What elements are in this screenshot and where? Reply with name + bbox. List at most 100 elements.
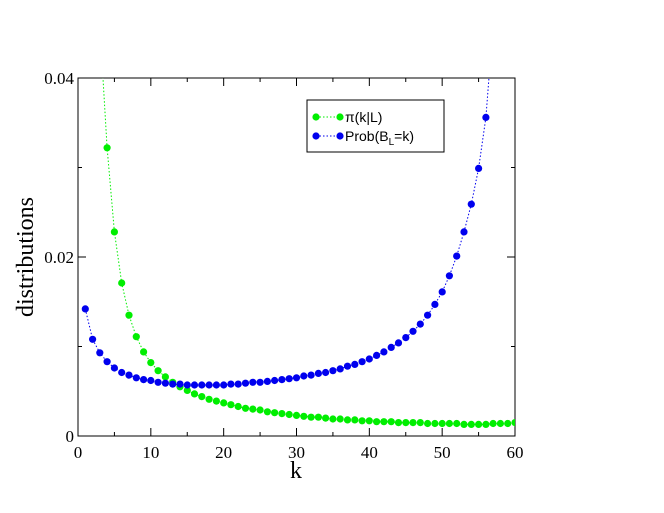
y-tick-label: 0: [66, 427, 75, 446]
prob-point: [110, 364, 118, 372]
prob-point: [205, 381, 213, 389]
pi-point: [103, 144, 111, 152]
pi-point: [118, 279, 126, 287]
pi-point: [336, 415, 344, 423]
x-tick-label: 60: [507, 443, 524, 462]
prob-point: [322, 368, 330, 377]
prob-point: [475, 164, 483, 172]
pi-point: [343, 416, 352, 424]
x-tick-label: 30: [288, 443, 305, 462]
legend-label-pi: π(k|L): [345, 109, 382, 125]
prob-point: [212, 381, 220, 389]
pi-point: [402, 419, 410, 427]
prob-point: [292, 374, 301, 382]
prob-point: [394, 339, 403, 347]
prob-point: [467, 200, 475, 208]
prob-point: [365, 355, 373, 363]
pi-point: [161, 373, 169, 381]
pi-point: [285, 410, 293, 419]
legend-box: [306, 99, 445, 153]
x-tick-label: 20: [215, 443, 232, 462]
prob-point: [103, 358, 111, 366]
pi-point: [241, 404, 250, 412]
prob-point: [263, 377, 271, 385]
pi-point: [380, 418, 388, 426]
prob-point: [227, 380, 235, 388]
prob-point: [118, 368, 126, 377]
series-line-0: [102, 78, 515, 425]
prob-point: [183, 381, 191, 389]
pi-point: [307, 413, 315, 421]
legend-marker-prob: [336, 132, 344, 140]
pi-point: [394, 419, 403, 427]
prob-point: [81, 305, 89, 313]
prob-point: [387, 343, 395, 351]
pi-point: [190, 390, 199, 398]
pi-point: [482, 420, 490, 428]
legend-marker-pi: [312, 113, 320, 121]
x-axis-title: k: [290, 458, 302, 484]
prob-point: [424, 311, 432, 319]
pi-point: [234, 402, 242, 411]
pi-point: [256, 406, 264, 414]
prob-point: [96, 349, 104, 357]
prob-point: [132, 374, 140, 382]
prob-point: [314, 369, 322, 377]
pi-point: [154, 367, 162, 375]
prob-point: [373, 351, 381, 359]
prob-point: [147, 376, 155, 385]
prob-point: [220, 381, 228, 389]
pi-point: [489, 419, 497, 428]
pi-point: [198, 393, 206, 401]
pi-point: [205, 395, 213, 403]
prob-point: [256, 378, 264, 386]
pi-point: [227, 401, 235, 409]
pi-point: [147, 359, 155, 367]
x-tick-label: 50: [434, 443, 451, 462]
prob-point: [482, 113, 490, 121]
pi-point: [292, 411, 301, 419]
pi-point: [511, 419, 515, 427]
pi-point: [467, 420, 475, 428]
prob-point: [300, 372, 308, 380]
pi-point: [351, 416, 359, 424]
prob-point: [336, 365, 344, 373]
prob-point: [460, 228, 468, 236]
prob-point: [198, 381, 206, 389]
pi-point: [314, 413, 322, 421]
prob-point: [351, 360, 359, 368]
prob-point: [329, 367, 337, 375]
prob-point: [190, 381, 199, 389]
pi-point: [329, 415, 337, 423]
pi-point: [475, 420, 483, 428]
pi-point: [278, 410, 286, 418]
y-tick-label: 0.04: [44, 69, 74, 88]
prob-point: [358, 358, 366, 366]
pi-point: [460, 420, 468, 428]
pi-point: [271, 409, 279, 417]
prob-point: [409, 327, 417, 335]
pi-point: [125, 311, 133, 319]
y-axis-title: distributions: [13, 197, 39, 317]
legend-label-prob: Prob(BL=k): [345, 128, 414, 148]
pi-point: [496, 419, 504, 428]
pi-point: [431, 419, 439, 428]
y-tick-label: 0.02: [44, 248, 74, 267]
legend: π(k|L) Prob(BL=k): [306, 99, 445, 153]
pi-point: [409, 419, 417, 427]
legend-marker-pi: [336, 113, 344, 121]
tick-layer: 0 10 20 30 40 50 60 0 0.02 0.04: [44, 69, 523, 462]
prob-point: [278, 376, 286, 384]
x-tick-label: 0: [74, 443, 83, 462]
pi-point: [424, 419, 432, 428]
legend-marker-prob: [312, 132, 320, 140]
prob-point: [241, 379, 250, 387]
prob-point: [140, 376, 148, 384]
prob-point: [343, 362, 352, 370]
prob-point: [416, 320, 424, 328]
prob-point: [249, 378, 257, 386]
prob-point: [445, 272, 453, 280]
prob-point: [169, 380, 177, 388]
pi-point: [300, 412, 308, 420]
